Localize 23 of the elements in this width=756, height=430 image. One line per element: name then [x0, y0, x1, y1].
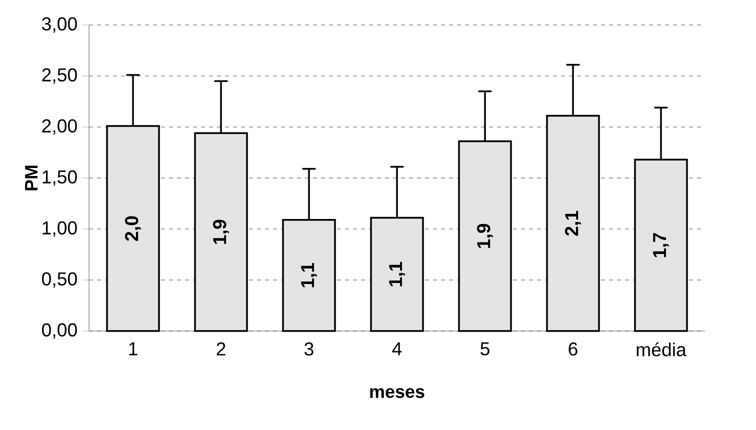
- y-tick-label: 0,00: [42, 323, 77, 339]
- data-label: 2,0: [125, 216, 141, 241]
- x-axis-title: meses: [370, 388, 424, 398]
- data-label: 1,9: [477, 224, 493, 248]
- data-label: 1,7: [653, 233, 669, 258]
- x-tick-label: 4: [392, 342, 402, 356]
- y-tick-label: 1,00: [42, 221, 77, 237]
- x-tick-label: 1: [129, 342, 138, 356]
- y-tick-label: 2,50: [42, 68, 77, 84]
- x-tick-label: 6: [568, 342, 578, 356]
- y-tick-label: 2,00: [42, 119, 77, 135]
- data-label: 1,9: [213, 220, 229, 244]
- y-tick-label: 3,00: [42, 17, 77, 33]
- y-tick-label: 0,50: [42, 272, 77, 288]
- x-tick-label: média: [636, 342, 686, 356]
- data-label: 2,1: [565, 210, 581, 236]
- x-tick-label: 2: [216, 342, 226, 356]
- x-tick-label: 5: [480, 342, 490, 356]
- y-tick-label: 1,50: [42, 170, 77, 186]
- y-axis-title: PM: [25, 166, 38, 190]
- data-label: 1,1: [389, 262, 405, 286]
- data-label: 1,1: [301, 262, 317, 288]
- x-tick-label: 3: [304, 342, 314, 356]
